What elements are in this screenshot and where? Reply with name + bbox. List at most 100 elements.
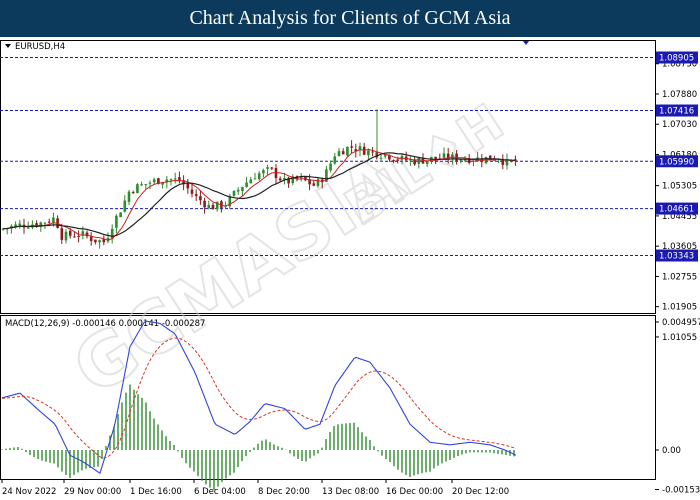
price-level-text: 1.07416 <box>659 107 694 117</box>
candle <box>329 160 332 173</box>
shift-marker-icon[interactable] <box>523 41 529 45</box>
candle <box>379 154 383 162</box>
candle <box>341 148 345 155</box>
candle <box>257 171 261 181</box>
candle <box>140 181 143 187</box>
candle <box>115 214 118 234</box>
candle <box>94 239 97 245</box>
price-tick-label: 1.08730 <box>662 60 697 70</box>
time-label: 1 Dec 16:00 <box>130 487 182 497</box>
candle <box>211 202 215 210</box>
candle <box>232 190 236 197</box>
level-lines[interactable] <box>0 57 655 256</box>
macd-signal-line <box>1 337 517 459</box>
candle <box>144 183 148 190</box>
candle <box>472 159 475 167</box>
time-label: 16 Dec 00:00 <box>386 487 443 497</box>
price-tick-label: 1.07880 <box>662 90 697 100</box>
macd-main-line <box>1 320 517 475</box>
candle <box>262 168 265 178</box>
price-pane[interactable] <box>0 40 656 314</box>
candle <box>266 164 269 175</box>
candle <box>270 166 274 170</box>
price-level-badge: 1.08905 <box>656 51 698 64</box>
candle <box>131 190 135 195</box>
macd-label: MACD(12,26,9) -0.000146 0.000141 -0.0002… <box>5 319 205 329</box>
symbol-dropdown[interactable]: EURUSD,H4 <box>5 42 65 52</box>
candle <box>123 195 127 213</box>
candle <box>190 183 194 198</box>
price-tick-label: 1.04455 <box>662 212 697 222</box>
candle <box>316 177 320 188</box>
candle <box>173 172 177 184</box>
candle <box>367 148 370 162</box>
candle <box>354 143 358 158</box>
candlesticks <box>1 109 517 249</box>
candle <box>442 147 446 160</box>
candle <box>77 230 80 243</box>
candle <box>505 153 509 170</box>
candle <box>299 173 303 182</box>
candle <box>89 232 93 246</box>
price-tick-label: 1.07030 <box>662 120 697 130</box>
dropdown-icon <box>5 44 11 48</box>
price-tick-label: 1.03605 <box>662 242 697 252</box>
candle <box>312 180 316 187</box>
candle <box>253 173 257 180</box>
candle <box>501 154 505 170</box>
candle <box>392 159 395 164</box>
candle <box>241 186 244 196</box>
candle <box>102 235 106 246</box>
candle <box>325 165 328 183</box>
candle <box>178 171 181 184</box>
candle <box>346 146 349 158</box>
candle <box>39 221 43 232</box>
candle <box>152 177 156 185</box>
candle <box>220 199 223 213</box>
price-tick-label: 1.02755 <box>662 272 697 282</box>
time-label: 6 Dec 04:00 <box>194 487 246 497</box>
candle <box>417 156 421 169</box>
candle <box>136 183 139 194</box>
candle <box>409 156 412 166</box>
time-label: 13 Dec 08:00 <box>322 487 379 497</box>
price-tick-label: 1.01055 <box>662 333 697 343</box>
candle <box>413 156 416 166</box>
price-level-badge: 1.05990 <box>656 155 698 168</box>
candle <box>127 189 131 206</box>
price-level-text: 1.04661 <box>659 205 694 215</box>
price-level-badges: 1.08905 1.07416 1.05990 1.04661 1.03343 <box>656 51 698 262</box>
candle <box>199 190 202 205</box>
ma-slow-line <box>2 152 516 237</box>
candle <box>207 200 211 210</box>
candle <box>119 212 122 218</box>
candle <box>333 152 337 165</box>
candle <box>110 224 114 244</box>
candle <box>148 180 152 190</box>
macd-histogram <box>1 384 515 490</box>
candle <box>362 142 366 156</box>
chart-header: Chart Analysis for Clients of GCM Asia <box>0 0 700 37</box>
time-label: 29 Nov 00:00 <box>64 487 121 497</box>
candle <box>245 176 248 188</box>
ma-fast-line <box>2 148 516 241</box>
candle <box>73 231 76 238</box>
candle <box>337 147 341 157</box>
candle <box>26 221 30 229</box>
candle <box>98 239 101 249</box>
chart-window[interactable]: GCMASIA BIL♦H EURUSD,H4 1.087301.078801.… <box>0 37 700 500</box>
macd-tick-label: 0.00 <box>662 446 681 456</box>
price-level-badge: 1.03343 <box>656 249 698 262</box>
price-level-text: 1.03343 <box>659 252 694 262</box>
header-title: Chart Analysis for Clients of GCM Asia <box>189 7 511 29</box>
candle <box>182 175 185 191</box>
price-axis: 1.087301.078801.070301.061801.053051.044… <box>655 60 697 343</box>
candle <box>283 172 286 185</box>
price-tick-label: 1.05305 <box>662 182 697 192</box>
candle <box>203 197 206 214</box>
macd-pane[interactable] <box>0 315 656 480</box>
candle <box>194 189 198 202</box>
macd-tick-label: 0.004957 <box>662 318 700 328</box>
